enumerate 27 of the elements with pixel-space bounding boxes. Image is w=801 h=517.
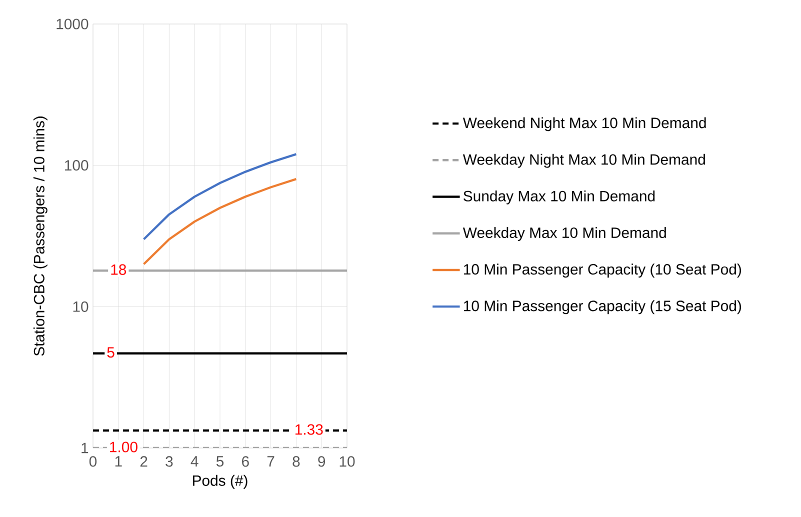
legend-label: Weekday Max 10 Min Demand — [462, 227, 666, 241]
x-tick-label: 0 — [89, 456, 97, 467]
x-tick-label: 8 — [292, 456, 300, 467]
legend-label: Weekday Night Max 10 Min Demand — [462, 154, 705, 168]
legend-label: Sunday Max 10 Min Demand — [464, 190, 655, 204]
annotation: 1.33 — [296, 424, 323, 435]
y-tick-label: 10 — [73, 301, 88, 312]
legend-label: Weekend Night Max 10 Min Demand — [462, 117, 706, 132]
x-tick-label: 6 — [242, 456, 249, 467]
annotation: 18 — [111, 264, 126, 275]
x-tick-label: 2 — [140, 456, 148, 467]
annotation: 1.00 — [110, 442, 138, 452]
x-tick-label: 1 — [115, 456, 122, 466]
x-tick-label: 4 — [190, 456, 198, 466]
x-tick-label: 3 — [166, 456, 173, 467]
y-axis-title: Station-CBC (Passengers / 10 mins) — [33, 116, 48, 356]
annotation: 5 — [107, 347, 114, 358]
x-tick-label: 9 — [318, 456, 326, 467]
legend-label: 10 Min Passenger Capacity (15 Seat Pod) — [464, 300, 741, 314]
legend-label: 10 Min Passenger Capacity (10 Seat Pod) — [464, 264, 741, 278]
x-axis-title: Pods (#) — [192, 474, 248, 489]
y-tick-label: 100 — [65, 160, 88, 171]
y-tick-label: 1 — [82, 442, 88, 454]
y-tick-label: 1000 — [56, 18, 88, 30]
x-tick-label: 10 — [340, 456, 355, 467]
x-tick-label: 7 — [267, 456, 274, 466]
x-tick-label: 5 — [216, 456, 224, 467]
